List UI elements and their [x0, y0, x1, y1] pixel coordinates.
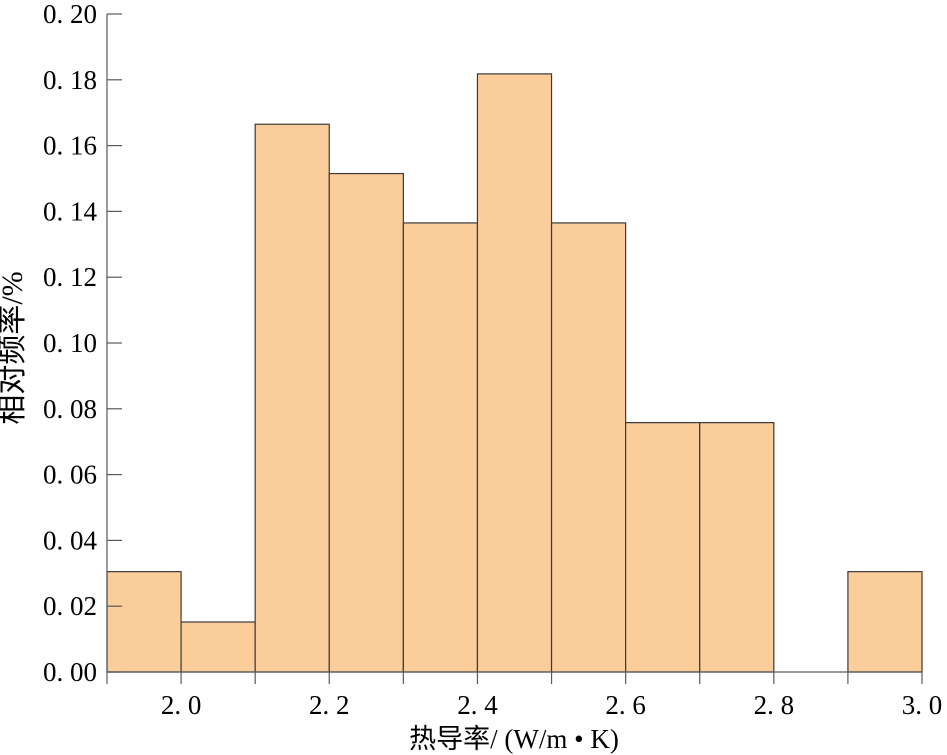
- svg-text:2. 6: 2. 6: [605, 690, 646, 720]
- svg-text:2. 4: 2. 4: [457, 690, 498, 720]
- svg-text:0. 08: 0. 08: [43, 394, 97, 424]
- svg-text:0. 06: 0. 06: [43, 460, 97, 490]
- svg-text:热导率/ (W/m • K): 热导率/ (W/m • K): [409, 724, 619, 754]
- svg-text:0. 02: 0. 02: [43, 591, 97, 621]
- svg-text:相对频率/%: 相对频率/%: [0, 271, 29, 424]
- svg-text:2. 8: 2. 8: [754, 690, 795, 720]
- svg-text:0. 16: 0. 16: [43, 131, 97, 161]
- svg-text:0. 12: 0. 12: [43, 262, 97, 292]
- svg-text:0. 20: 0. 20: [43, 0, 97, 29]
- svg-text:0. 00: 0. 00: [43, 657, 97, 687]
- svg-text:0. 18: 0. 18: [43, 65, 97, 95]
- svg-text:2. 0: 2. 0: [161, 690, 202, 720]
- svg-text:3. 0: 3. 0: [902, 690, 943, 720]
- svg-text:0. 04: 0. 04: [43, 525, 98, 555]
- svg-text:0. 14: 0. 14: [43, 196, 98, 226]
- svg-text:0. 10: 0. 10: [43, 328, 97, 358]
- svg-text:2. 2: 2. 2: [309, 690, 350, 720]
